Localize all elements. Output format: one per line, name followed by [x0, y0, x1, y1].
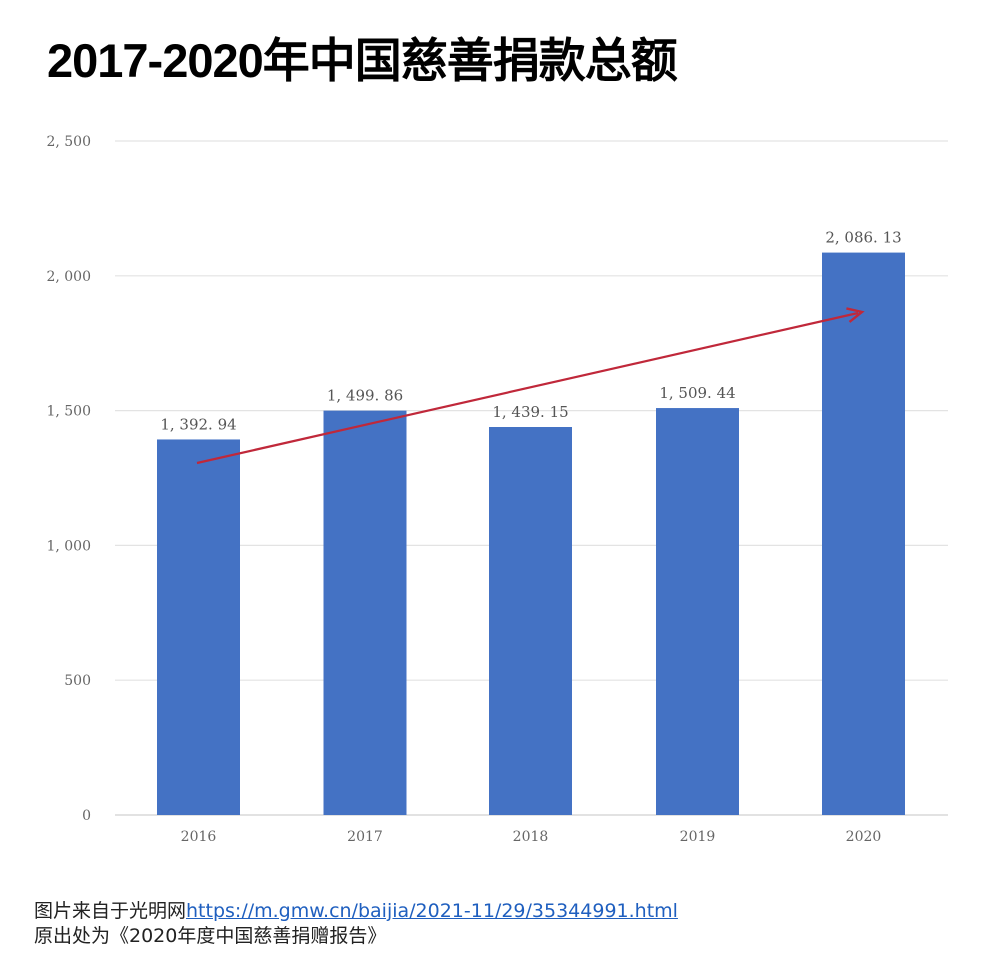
- x-tick-label: 2018: [513, 829, 549, 845]
- bar-2020: [822, 252, 905, 815]
- x-tick-label: 2019: [680, 829, 716, 845]
- bars: [157, 252, 905, 815]
- source-link[interactable]: https://m.gmw.cn/baijia/2021-11/29/35344…: [186, 900, 678, 922]
- y-tick-label: 0: [82, 808, 91, 824]
- data-labels: 1, 392. 94 1, 499. 86 1, 439. 15 1, 509. 44…: [160, 229, 901, 434]
- data-label: 1, 392. 94: [160, 415, 236, 433]
- bar-2019: [656, 408, 739, 815]
- bar-2018: [489, 427, 572, 815]
- x-tick-label: 2020: [846, 829, 882, 845]
- y-tick-label: 1, 500: [46, 404, 91, 420]
- trend-arrow-icon: [196, 307, 865, 465]
- y-tick-label: 2, 000: [46, 269, 91, 285]
- x-tick-label: 2017: [347, 829, 383, 845]
- y-tick-label: 2, 500: [46, 134, 91, 150]
- data-label: 1, 439. 15: [492, 403, 568, 421]
- data-label: 1, 509. 44: [659, 384, 735, 402]
- source-footer: 图片来自于光明网https://m.gmw.cn/baijia/2021-11/…: [34, 899, 678, 949]
- x-tick-label: 2016: [181, 829, 217, 845]
- y-tick-label: 500: [64, 673, 91, 689]
- bar-2017: [323, 410, 407, 815]
- chart-title: 2017-2020年中国慈善捐款总额: [47, 34, 678, 87]
- y-tick-label: 1, 000: [46, 538, 91, 554]
- x-axis-ticks: 2016 2017 2018 2019 2020: [181, 829, 882, 845]
- data-label: 2, 086. 13: [825, 229, 901, 247]
- bar-2016: [157, 439, 240, 815]
- source-line: 图片来自于光明网https://m.gmw.cn/baijia/2021-11/…: [34, 899, 678, 924]
- source-prefix: 图片来自于光明网: [34, 900, 187, 922]
- origin-line: 原出处为《2020年度中国慈善捐赠报告》: [34, 925, 387, 947]
- y-axis-ticks: 0 500 1, 000 1, 500 2, 000 2, 500: [46, 134, 91, 824]
- data-label: 1, 499. 86: [327, 387, 403, 405]
